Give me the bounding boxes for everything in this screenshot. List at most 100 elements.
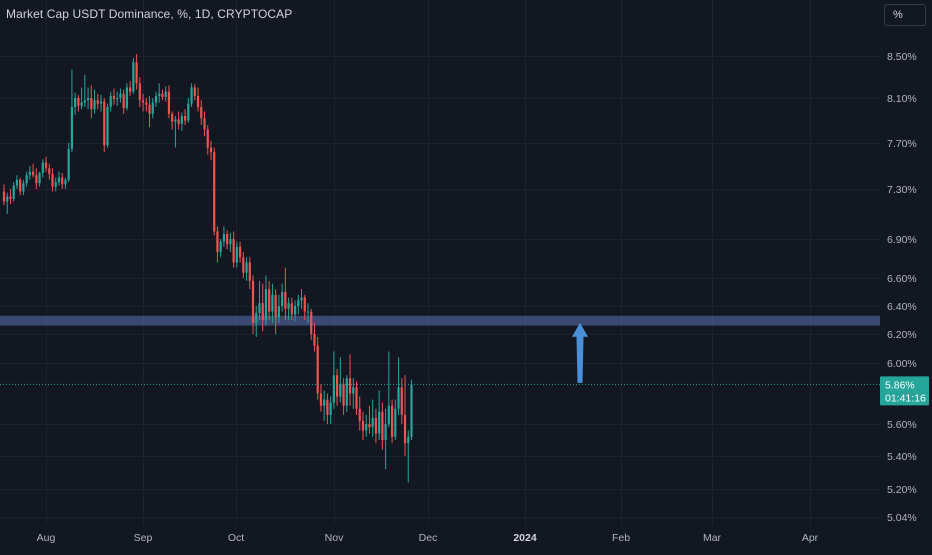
candle-body xyxy=(103,101,106,146)
candle-body xyxy=(329,402,332,415)
candle xyxy=(222,226,226,247)
candle xyxy=(44,156,48,172)
candle xyxy=(200,100,203,125)
candle-body xyxy=(219,241,222,252)
candle xyxy=(135,53,138,90)
candle-body xyxy=(106,107,109,146)
candle-body xyxy=(145,102,148,105)
candle xyxy=(148,95,151,128)
candle-body xyxy=(184,116,187,121)
candle xyxy=(251,275,255,334)
candle-body xyxy=(216,231,219,252)
candle-body xyxy=(35,175,38,184)
candle xyxy=(216,226,219,263)
candle-body xyxy=(38,172,41,184)
candle xyxy=(28,166,31,180)
candle-body xyxy=(245,262,248,273)
candle-body xyxy=(200,107,203,119)
candle xyxy=(90,85,93,119)
candle-body xyxy=(129,87,132,92)
candle xyxy=(345,375,348,412)
candle-body xyxy=(148,104,151,114)
candle xyxy=(119,88,122,103)
price-tick-label: 5.20% xyxy=(887,484,917,496)
candle xyxy=(138,77,141,107)
candle xyxy=(284,267,287,320)
candle xyxy=(219,239,222,258)
candle xyxy=(57,171,61,186)
overlay-layer xyxy=(0,322,880,385)
candle-body xyxy=(158,93,161,96)
candle xyxy=(93,89,96,114)
candle xyxy=(342,378,345,415)
last-price-badge-bg xyxy=(880,376,929,406)
candle xyxy=(99,94,103,112)
price-tick-label: 6.20% xyxy=(887,329,917,341)
candle xyxy=(268,280,271,320)
candle-body xyxy=(361,420,365,431)
candle-body xyxy=(248,262,251,281)
time-tick-label: Nov xyxy=(325,532,344,544)
price-tick-label: 8.50% xyxy=(887,51,917,63)
scale-percent-button[interactable]: % xyxy=(884,4,926,26)
price-tick-label: 8.10% xyxy=(887,93,917,105)
candle xyxy=(190,83,193,107)
candle-body xyxy=(403,414,407,444)
candle xyxy=(371,399,374,437)
candle xyxy=(6,192,9,214)
candle-body xyxy=(28,171,31,176)
candle-body xyxy=(167,91,171,114)
candle-body xyxy=(332,375,335,403)
candle-body xyxy=(154,95,158,103)
candle xyxy=(38,171,41,187)
candle-body xyxy=(281,292,284,306)
candle xyxy=(103,98,106,153)
candle xyxy=(64,177,67,189)
candle-body xyxy=(22,183,25,192)
candle xyxy=(290,297,293,320)
candle-body xyxy=(264,289,268,320)
candle-body xyxy=(41,162,44,173)
arrow-shape xyxy=(572,322,588,383)
candle xyxy=(264,275,268,326)
time-tick-label: Mar xyxy=(703,532,722,544)
candle-body xyxy=(74,98,77,107)
candle xyxy=(235,241,238,268)
candle-body xyxy=(348,378,352,394)
price-axis: 8.50% 8.10% 7.70% 7.30% 6.90% 6.60% 6.40% 6.20%… xyxy=(880,51,929,524)
candle xyxy=(74,92,77,115)
candle xyxy=(374,408,378,444)
candle xyxy=(106,103,109,148)
candle-body xyxy=(109,95,112,107)
candle-body xyxy=(342,384,345,406)
candle-body xyxy=(193,87,196,96)
candle xyxy=(70,69,74,153)
candle-body xyxy=(261,303,264,320)
candle-body xyxy=(384,424,387,440)
price-tick-label: 6.60% xyxy=(887,273,917,285)
candle-body xyxy=(336,375,339,397)
candle xyxy=(193,84,196,101)
candle-body xyxy=(57,177,61,183)
candle-body xyxy=(112,95,116,100)
zone-layer xyxy=(0,315,880,326)
candle xyxy=(145,98,148,112)
time-tick-label: Dec xyxy=(419,532,438,544)
candle-body xyxy=(116,98,119,100)
candle-body xyxy=(161,93,164,97)
time-tick-label: Sep xyxy=(134,532,153,544)
candle xyxy=(151,98,154,119)
candle xyxy=(109,91,112,112)
candle xyxy=(86,87,90,110)
candle-body xyxy=(125,87,128,109)
candle-body xyxy=(355,387,358,409)
price-tick-label: 5.60% xyxy=(887,419,917,431)
candle-body xyxy=(390,405,394,437)
candle xyxy=(25,171,28,187)
grid-lines xyxy=(0,0,880,525)
candle-body xyxy=(319,393,323,406)
candle xyxy=(407,430,410,483)
candle xyxy=(177,111,180,130)
candle-body xyxy=(374,417,378,434)
